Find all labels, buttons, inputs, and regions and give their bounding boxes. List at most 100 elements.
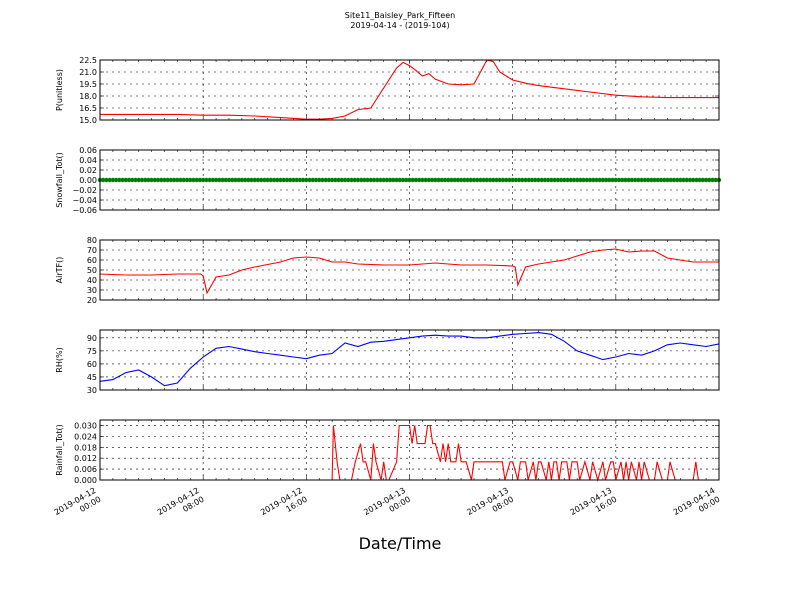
data-point (681, 177, 686, 183)
data-point (523, 177, 528, 183)
data-point (465, 177, 470, 183)
data-point (616, 177, 622, 183)
data-point (697, 177, 702, 183)
y-tick-label: 80 (87, 236, 97, 245)
y-tick-label: 22.5 (79, 56, 97, 65)
data-point (678, 177, 683, 183)
y-axis-label: P(unitless) (55, 69, 64, 111)
data-point (629, 177, 635, 183)
data-point (623, 177, 628, 183)
data-point (691, 177, 696, 183)
data-point (652, 177, 657, 183)
data-point (597, 177, 602, 183)
data-point (194, 177, 199, 183)
data-point (200, 177, 206, 183)
data-point (549, 177, 554, 183)
data-point (684, 177, 689, 183)
data-point (307, 177, 312, 183)
plot-frame (99, 419, 720, 481)
data-point (178, 177, 183, 183)
data-point (371, 177, 377, 183)
data-point (426, 177, 432, 183)
data-point (130, 177, 135, 183)
data-point (246, 177, 251, 183)
data-point (626, 177, 631, 183)
data-point (162, 177, 167, 183)
data-point (300, 177, 306, 183)
y-tick-label: 0.012 (74, 454, 97, 463)
data-point (146, 177, 151, 183)
data-point (110, 177, 116, 183)
data-point (400, 177, 406, 183)
data-point (342, 177, 348, 183)
data-point (288, 177, 293, 183)
data-point (494, 177, 499, 183)
data-point (155, 177, 161, 183)
y-tick-label: 0.000 (74, 476, 97, 485)
data-point (571, 177, 577, 183)
data-point (249, 177, 254, 183)
data-point (613, 177, 619, 183)
data-point (665, 177, 670, 183)
y-tick-label: −0.04 (72, 196, 97, 205)
data-point (529, 177, 535, 183)
data-point (142, 177, 148, 183)
data-point (655, 177, 660, 183)
plot-frame (99, 239, 720, 301)
data-point (707, 177, 712, 183)
data-point (449, 177, 454, 183)
data-point (452, 177, 457, 183)
data-point (226, 177, 232, 183)
data-point (710, 177, 715, 183)
data-point (320, 177, 325, 183)
data-point (462, 177, 467, 183)
data-point (468, 177, 473, 183)
y-tick-label: 0.018 (74, 443, 97, 452)
x-axis-label: Date/Time (358, 534, 442, 553)
data-point (168, 177, 174, 183)
data-point (420, 177, 425, 183)
data-point (574, 177, 580, 183)
y-tick-label: 0.030 (74, 421, 97, 430)
data-point (636, 177, 641, 183)
series-line (99, 248, 719, 295)
data-point (107, 177, 112, 183)
data-point (175, 177, 180, 183)
data-point (188, 177, 193, 183)
data-point (317, 177, 322, 183)
data-point (713, 177, 718, 183)
data-point (542, 177, 548, 183)
data-point (213, 177, 219, 183)
data-point (329, 177, 335, 183)
data-point (458, 177, 464, 183)
data-point (429, 177, 435, 183)
data-point (620, 177, 625, 183)
data-point (284, 177, 290, 183)
data-point (545, 177, 551, 183)
data-point (687, 177, 693, 183)
data-point (120, 177, 125, 183)
data-point (475, 177, 480, 183)
data-point (184, 177, 190, 183)
data-point (445, 177, 451, 183)
data-point (133, 177, 138, 183)
data-point (117, 177, 122, 183)
data-point (229, 177, 235, 183)
data-point (578, 177, 583, 183)
data-point (281, 177, 286, 183)
data-point (671, 177, 677, 183)
data-point (594, 177, 599, 183)
data-point (661, 177, 667, 183)
data-point (265, 177, 270, 183)
y-tick-label: 20 (87, 296, 97, 305)
data-point (497, 177, 502, 183)
data-point (562, 177, 567, 183)
data-point (581, 177, 586, 183)
data-point (355, 177, 361, 183)
data-point (149, 177, 154, 183)
data-point (487, 177, 493, 183)
data-point (236, 177, 241, 183)
data-point (439, 177, 444, 183)
